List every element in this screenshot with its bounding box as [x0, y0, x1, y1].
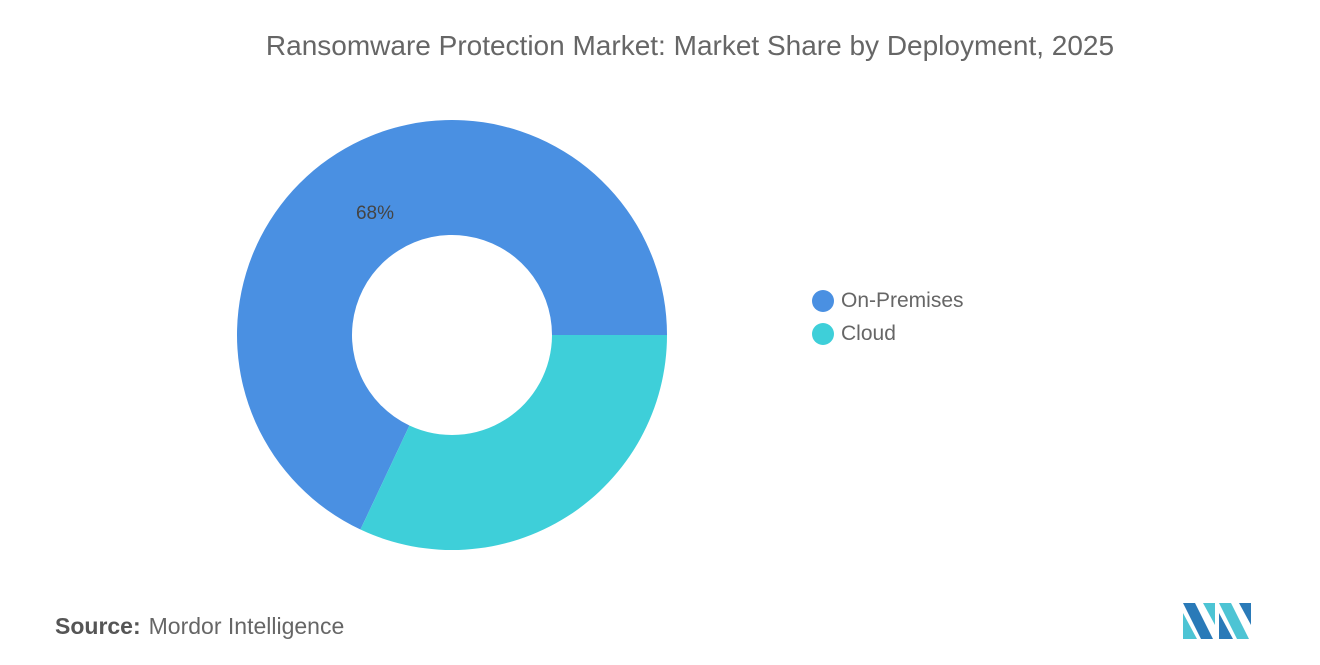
- legend: On-Premises Cloud: [812, 284, 964, 350]
- chart-title: Ransomware Protection Market: Market Sha…: [265, 30, 1115, 61]
- data-label: 68%: [356, 203, 394, 224]
- legend-label: On-Premises: [841, 288, 964, 312]
- legend-item-on-premises[interactable]: On-Premises: [812, 284, 964, 317]
- legend-item-cloud[interactable]: Cloud: [812, 317, 964, 350]
- slice-on-premises[interactable]: [237, 120, 668, 530]
- legend-swatch-on-premises: [812, 289, 834, 312]
- source-label: Source:: [55, 613, 141, 639]
- slice-cloud[interactable]: [360, 335, 667, 550]
- legend-swatch-cloud: [812, 322, 834, 345]
- source-text: Mordor Intelligence: [148, 613, 345, 639]
- legend-label: Cloud: [841, 321, 896, 345]
- mordor-intelligence-logo: [1183, 603, 1251, 639]
- source-note: Source: Mordor Intelligence: [55, 613, 344, 640]
